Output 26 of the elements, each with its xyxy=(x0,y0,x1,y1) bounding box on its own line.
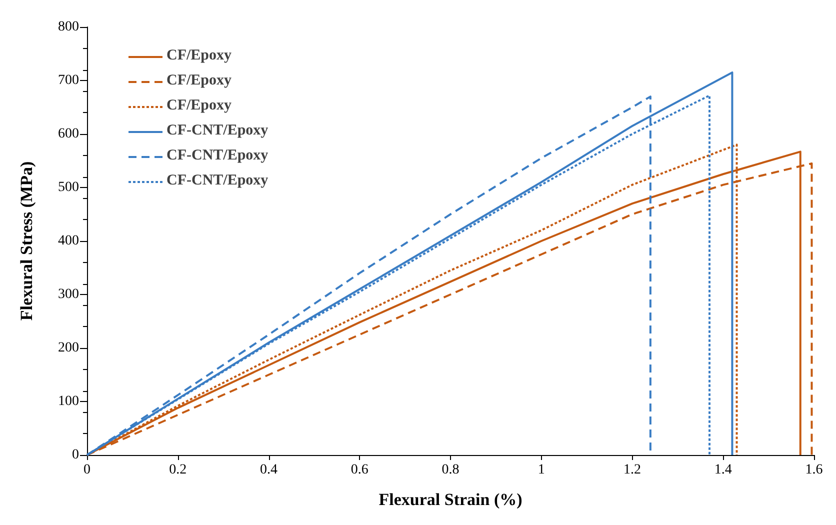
x-tick-label: 0.4 xyxy=(260,462,278,478)
legend-label: CF/Epoxy xyxy=(166,48,232,64)
y-axis-title: Flexural Stress (MPa) xyxy=(17,161,36,321)
y-tick-label: 800 xyxy=(58,20,79,34)
x-tick-label: 1.6 xyxy=(805,462,823,478)
y-tick-label: 100 xyxy=(58,394,79,409)
x-tick-label: 1.2 xyxy=(624,462,641,478)
legend-label: CF/Epoxy xyxy=(166,72,232,88)
x-tick-label: 0.6 xyxy=(350,462,368,478)
legend-label: CF-CNT/Epoxy xyxy=(166,122,269,138)
x-tick-label: 1.4 xyxy=(714,462,732,478)
y-tick-label: 700 xyxy=(58,73,79,88)
x-tick-label: 0.8 xyxy=(442,462,460,478)
y-tick-label: 0 xyxy=(72,448,79,462)
y-tick-label: 600 xyxy=(58,126,79,142)
y-tick-label: 200 xyxy=(58,340,79,356)
y-tick-label: 400 xyxy=(58,234,79,248)
y-tick-label: 500 xyxy=(58,180,79,195)
x-tick-label: 0 xyxy=(84,462,90,478)
legend-label: CF-CNT/Epoxy xyxy=(166,148,269,164)
legend-label: CF-CNT/Epoxy xyxy=(166,172,269,188)
legend-label: CF/Epoxy xyxy=(166,98,232,114)
y-tick-label: 300 xyxy=(58,287,79,302)
x-axis-title: Flexural Strain (%) xyxy=(378,490,522,509)
x-tick-label: 0.2 xyxy=(169,462,187,478)
x-tick-label: 1 xyxy=(538,462,545,478)
